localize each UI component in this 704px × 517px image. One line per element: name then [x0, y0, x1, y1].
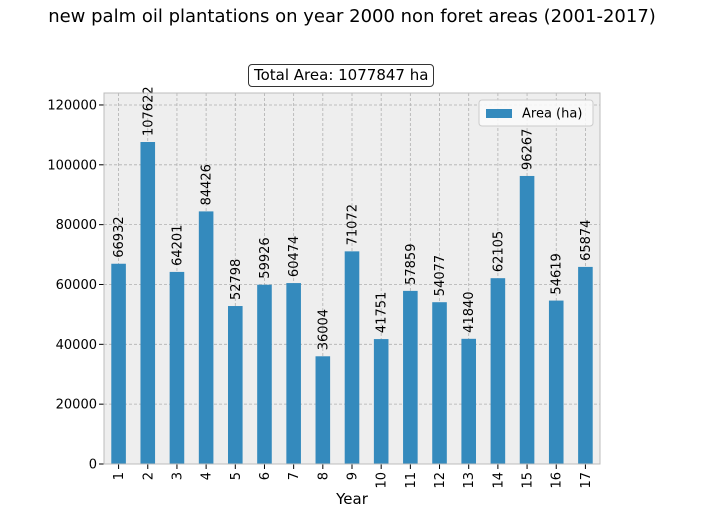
data-label: 65874 — [579, 220, 594, 261]
x-tick-label: 13 — [462, 472, 477, 489]
x-tick-label: 12 — [433, 472, 448, 489]
total-area-box: Total Area: 1077847 ha — [248, 64, 435, 87]
x-tick-label: 8 — [316, 472, 331, 480]
data-label: 60474 — [287, 236, 302, 277]
data-label: 52798 — [229, 259, 244, 300]
bar-6 — [257, 284, 272, 464]
data-label: 66932 — [112, 216, 127, 257]
data-label: 62105 — [491, 231, 506, 272]
bar-12 — [432, 302, 447, 464]
data-label: 64201 — [170, 225, 185, 266]
x-tick-label: 9 — [346, 472, 361, 480]
data-label: 41751 — [375, 292, 390, 333]
y-tick-label: 0 — [89, 458, 97, 473]
data-label: 59926 — [258, 237, 273, 278]
bar-1 — [111, 263, 126, 464]
data-label: 41840 — [462, 291, 477, 332]
y-tick-label: 80000 — [56, 218, 97, 233]
x-tick-label: 10 — [375, 472, 390, 489]
bar-9 — [344, 251, 360, 464]
data-label: 84426 — [200, 164, 215, 205]
plot-frame — [103, 92, 601, 465]
data-label: 54077 — [433, 255, 448, 296]
bar-13 — [461, 338, 476, 464]
data-label: 107622 — [141, 86, 156, 136]
legend-box — [478, 99, 594, 127]
y-tick-label: 40000 — [56, 338, 97, 353]
bar-2 — [140, 142, 156, 464]
x-tick-label: 2 — [141, 472, 156, 480]
y-tick-label: 120000 — [47, 98, 97, 113]
x-tick-label: 17 — [579, 472, 594, 489]
data-label: 71072 — [346, 204, 361, 245]
data-label: 96267 — [521, 129, 536, 170]
x-tick-label: 1 — [112, 472, 127, 480]
x-tick-label: 7 — [287, 472, 302, 480]
bar-8 — [315, 356, 331, 464]
bar-17 — [578, 266, 593, 464]
x-tick-label: 14 — [491, 472, 506, 489]
legend-label: Area (ha) — [522, 107, 582, 122]
x-tick-label: 16 — [550, 472, 565, 489]
bar-16 — [548, 300, 564, 464]
data-label: 57859 — [404, 244, 419, 285]
bar-5 — [228, 306, 243, 464]
x-tick-label: 11 — [404, 472, 419, 489]
bar-4 — [198, 211, 214, 464]
x-tick-label: 6 — [258, 472, 273, 480]
bar-15 — [519, 175, 535, 464]
x-tick-label: 4 — [200, 472, 215, 480]
x-tick-label: 15 — [521, 472, 536, 489]
chart-title: new palm oil plantations on year 2000 no… — [48, 6, 656, 27]
bar-14 — [490, 278, 506, 464]
x-axis-title: Year — [335, 490, 369, 508]
y-tick-label: 20000 — [56, 398, 97, 413]
legend-swatch — [486, 109, 512, 118]
bar-7 — [286, 283, 301, 464]
bar-3 — [169, 271, 185, 464]
bar-10 — [373, 339, 389, 464]
y-tick-label: 100000 — [47, 158, 97, 173]
y-tick-label: 60000 — [56, 278, 97, 293]
x-tick-label: 3 — [170, 472, 185, 480]
data-label: 36004 — [316, 309, 331, 350]
data-label: 54619 — [550, 253, 565, 294]
bar-11 — [403, 290, 418, 464]
x-tick-label: 5 — [229, 472, 244, 480]
